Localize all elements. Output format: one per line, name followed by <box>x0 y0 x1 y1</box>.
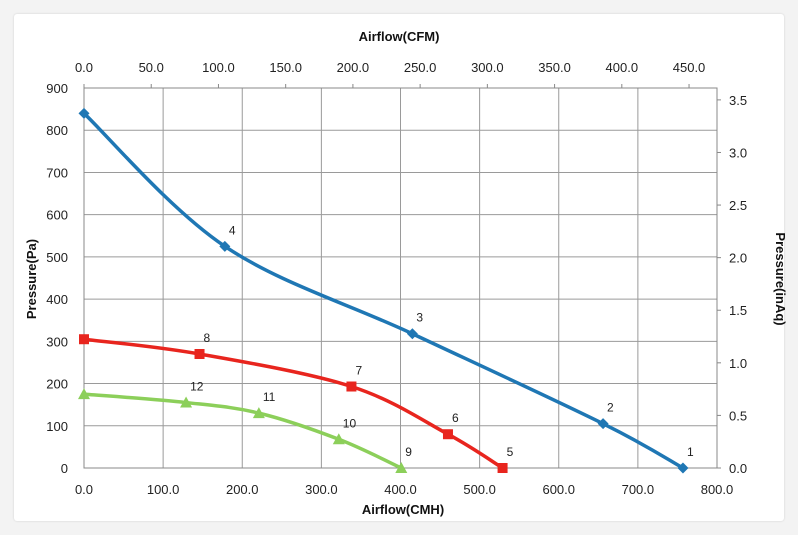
y-tick-label: 100 <box>46 419 68 434</box>
point-label: 2 <box>607 401 614 415</box>
triangle-point-marker <box>332 433 345 445</box>
series-line-1 <box>82 111 685 470</box>
diamond-point-marker <box>78 107 90 119</box>
y-tick-label: 200 <box>46 377 68 392</box>
y2-tick-label: 1.0 <box>729 356 747 371</box>
x-tick-label: 500.0 <box>463 482 496 497</box>
y2-tick-label: 1.5 <box>729 303 747 318</box>
x2-tick-label: 350.0 <box>538 60 571 75</box>
x-tick-label: 400.0 <box>384 482 417 497</box>
square-point-marker <box>346 381 357 392</box>
diamond-point-marker <box>677 462 689 474</box>
x2-tick-label: 50.0 <box>139 60 164 75</box>
x-tick-label: 600.0 <box>542 482 575 497</box>
tick-labels: 0.0 100.0 200.0 300.0 400.0 500.0 600.0 700.0 80… <box>46 60 747 497</box>
point-label: 11 <box>263 390 276 404</box>
series-line-2 <box>82 337 505 470</box>
y-tick-label: 800 <box>46 123 68 138</box>
diamond-point-marker <box>406 328 418 340</box>
point-label: 7 <box>355 364 362 378</box>
data-series <box>78 107 689 474</box>
y-tick-label: 600 <box>46 208 68 223</box>
bottom-axis-title: Airflow(CMH) <box>362 502 444 517</box>
point-label: 8 <box>204 331 211 345</box>
diamond-point-marker <box>219 240 231 252</box>
square-point-marker <box>497 463 508 473</box>
y-tick-label: 500 <box>46 250 68 265</box>
x2-tick-label: 300.0 <box>471 60 504 75</box>
square-point-marker <box>79 334 89 345</box>
point-label: 9 <box>405 445 412 459</box>
x-tick-label: 800.0 <box>701 482 734 497</box>
x-tick-label: 700.0 <box>622 482 655 497</box>
y-tick-label: 400 <box>46 292 68 307</box>
y-tick-label: 900 <box>46 81 68 96</box>
x-tick-label: 100.0 <box>147 482 180 497</box>
x2-tick-label: 150.0 <box>269 60 302 75</box>
point-label: 6 <box>452 411 459 425</box>
left-axis-title: Pressure(Pa) <box>24 239 39 319</box>
y-tick-label: 700 <box>46 165 68 180</box>
x2-tick-label: 400.0 <box>606 60 639 75</box>
triangle-point-marker <box>252 407 265 419</box>
x2-tick-label: 0.0 <box>75 60 93 75</box>
triangle-point-marker <box>395 462 408 473</box>
point-labels: 4 3 2 1 8 7 6 5 12 11 10 9 <box>190 223 694 459</box>
x-tick-label: 300.0 <box>305 482 338 497</box>
x-tick-label: 0.0 <box>75 482 93 497</box>
point-label: 4 <box>229 223 236 237</box>
y2-tick-label: 0.0 <box>729 461 747 476</box>
point-label: 5 <box>507 445 514 459</box>
y2-tick-label: 3.0 <box>729 145 747 160</box>
point-label: 12 <box>190 380 204 394</box>
x2-tick-label: 200.0 <box>337 60 370 75</box>
point-label: 1 <box>687 445 694 459</box>
square-point-marker <box>194 349 205 359</box>
x2-tick-label: 100.0 <box>202 60 235 75</box>
y2-tick-label: 0.5 <box>729 408 747 423</box>
diamond-point-marker <box>597 418 609 430</box>
x-tick-label: 200.0 <box>226 482 259 497</box>
triangle-point-marker <box>78 388 90 400</box>
chart-panel <box>14 14 784 521</box>
y2-tick-label: 2.5 <box>729 198 747 213</box>
y-tick-label: 0 <box>61 461 68 476</box>
square-point-marker <box>442 429 453 440</box>
x2-tick-label: 250.0 <box>404 60 437 75</box>
y2-tick-label: 3.5 <box>729 93 747 108</box>
point-label: 3 <box>416 311 423 325</box>
top-axis-title: Airflow(CFM) <box>359 29 440 44</box>
x2-tick-label: 450.0 <box>673 60 706 75</box>
triangle-point-marker <box>180 396 193 408</box>
y-tick-label: 300 <box>46 334 68 349</box>
y2-tick-label: 2.0 <box>729 251 747 266</box>
point-label: 10 <box>343 416 357 430</box>
right-axis-title: Pressure(inAq) <box>773 232 788 325</box>
